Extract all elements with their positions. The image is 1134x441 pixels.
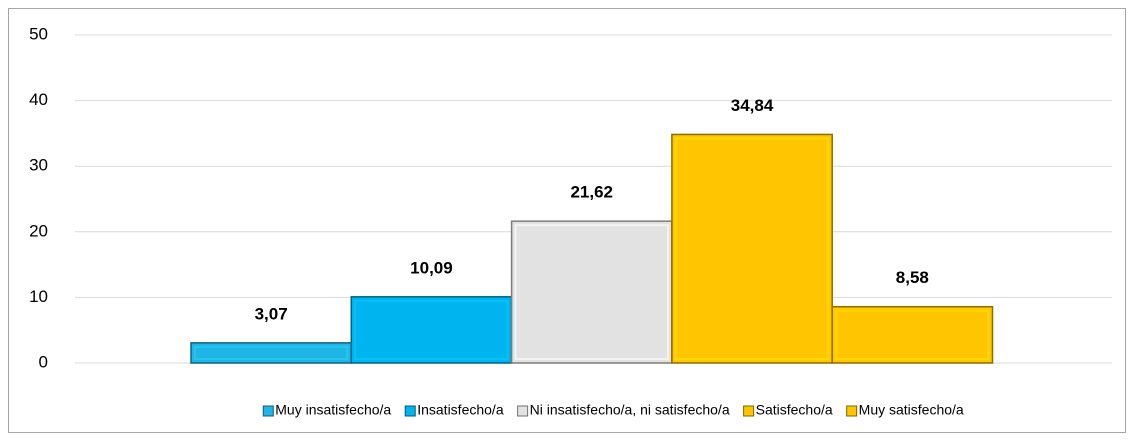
- legend-swatch: [517, 405, 529, 417]
- y-tick-label: 0: [39, 352, 48, 371]
- legend-label: Muy satisfecho/a: [859, 402, 964, 418]
- y-tick-label: 40: [29, 90, 48, 109]
- bar-bevel: [354, 299, 509, 360]
- bar-bevel: [835, 309, 990, 361]
- data-label: 3,07: [255, 304, 288, 323]
- bar: [510, 220, 673, 364]
- legend-swatch: [846, 405, 858, 417]
- bar: [671, 133, 833, 364]
- data-label: 8,58: [896, 268, 929, 287]
- y-tick-label: 20: [29, 221, 48, 240]
- y-tick-label: 50: [29, 24, 48, 43]
- legend-label: Muy insatisfecho/a: [275, 402, 391, 418]
- legend-swatch: [262, 405, 274, 417]
- bar-bevel: [674, 137, 830, 360]
- data-label: 10,09: [410, 258, 453, 277]
- y-tick-label: 30: [29, 156, 48, 175]
- legend-swatch: [404, 405, 416, 417]
- data-label: 21,62: [570, 183, 613, 202]
- legend-swatch: [743, 405, 755, 417]
- legend-label: Satisfecho/a: [756, 402, 833, 418]
- legend-label: Insatisfecho/a: [417, 402, 504, 418]
- data-label: 34,84: [731, 96, 774, 115]
- bar-bevel: [194, 345, 349, 361]
- y-tick-label: 10: [29, 287, 48, 306]
- legend-label: Ni insatisfecho/a, ni satisfecho/a: [530, 402, 730, 418]
- bar-bevel: [514, 224, 669, 360]
- bar: [350, 296, 513, 364]
- bar: [831, 305, 994, 364]
